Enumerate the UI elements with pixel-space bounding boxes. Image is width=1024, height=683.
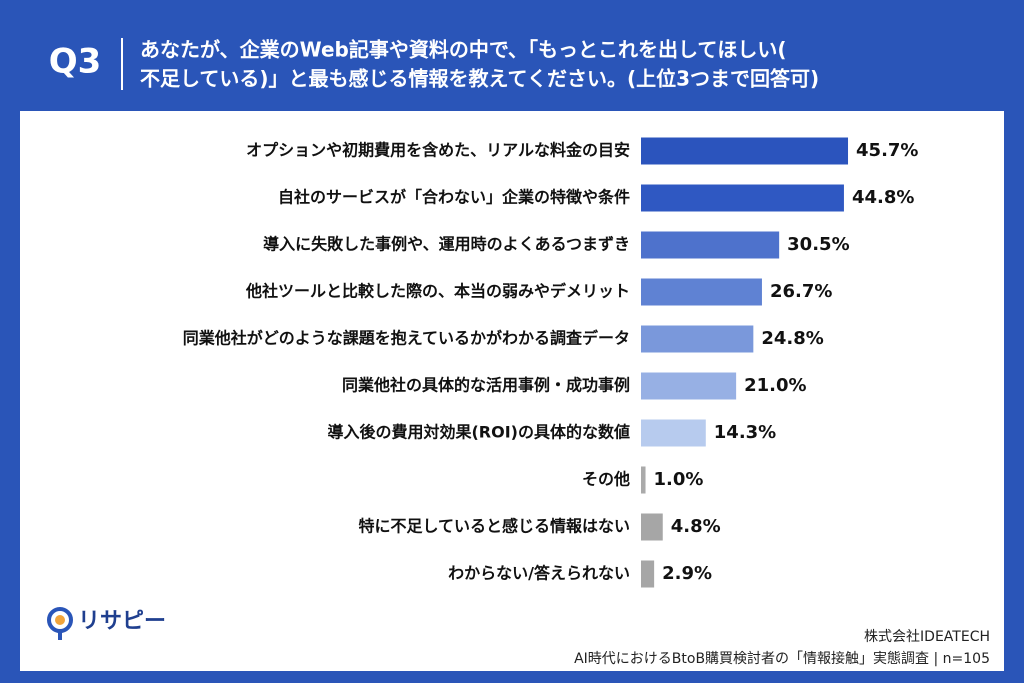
category-label: 特に不足していると感じる情報はない	[358, 517, 630, 536]
title-line: 不足している)」と最も感じる情報を教えてください。(上位3つまで回答可)	[140, 67, 819, 91]
value-label: 21.0%	[744, 375, 806, 396]
category-label: 同業他社がどのような課題を抱えているかがわかる調査データ	[183, 329, 630, 348]
value-label: 2.9%	[662, 563, 712, 584]
bar	[641, 513, 663, 541]
title-line: あなたが、企業のWeb記事や資料の中で、「もっとこれを出してほしい(	[140, 38, 787, 62]
category-label: 導入後の費用対効果(ROI)の具体的な数値	[327, 423, 630, 442]
category-label: 導入に失敗した事例や、運用時のよくあるつまずき	[263, 235, 630, 254]
category-label: わからない/答えられない	[448, 564, 630, 583]
bar	[641, 372, 737, 400]
bar	[641, 466, 646, 494]
category-label: 同業他社の具体的な活用事例・成功事例	[342, 376, 630, 395]
logo-text: リサピー	[78, 609, 166, 634]
value-label: 26.7%	[770, 281, 832, 302]
source: 株式会社IDEATECH	[864, 629, 990, 645]
bar	[641, 137, 849, 165]
source: AI時代におけるBtoB購買検討者の「情報接触」実態調査 | n=105	[574, 650, 990, 667]
value-label: 24.8%	[761, 328, 823, 349]
value-label: 4.8%	[671, 516, 721, 537]
bar	[641, 325, 754, 353]
bar	[641, 278, 762, 306]
question-number: Q3	[49, 42, 102, 82]
value-label: 45.7%	[856, 140, 918, 161]
bar	[641, 231, 780, 259]
value-label: 1.0%	[654, 469, 704, 490]
bar	[641, 419, 706, 447]
category-label: 自社のサービスが「合わない」企業の特徴や条件	[278, 188, 630, 207]
bar	[641, 184, 844, 212]
category-label: その他	[582, 470, 630, 489]
category-label: オプションや初期費用を含めた、リアルな料金の目安	[246, 141, 630, 160]
bar	[641, 560, 655, 588]
category-label: 他社ツールと比較した際の、本当の弱みやデメリット	[245, 282, 630, 301]
value-label: 44.8%	[852, 187, 914, 208]
logo-icon	[47, 607, 73, 640]
value-label: 14.3%	[714, 422, 776, 443]
value-label: 30.5%	[787, 234, 849, 255]
